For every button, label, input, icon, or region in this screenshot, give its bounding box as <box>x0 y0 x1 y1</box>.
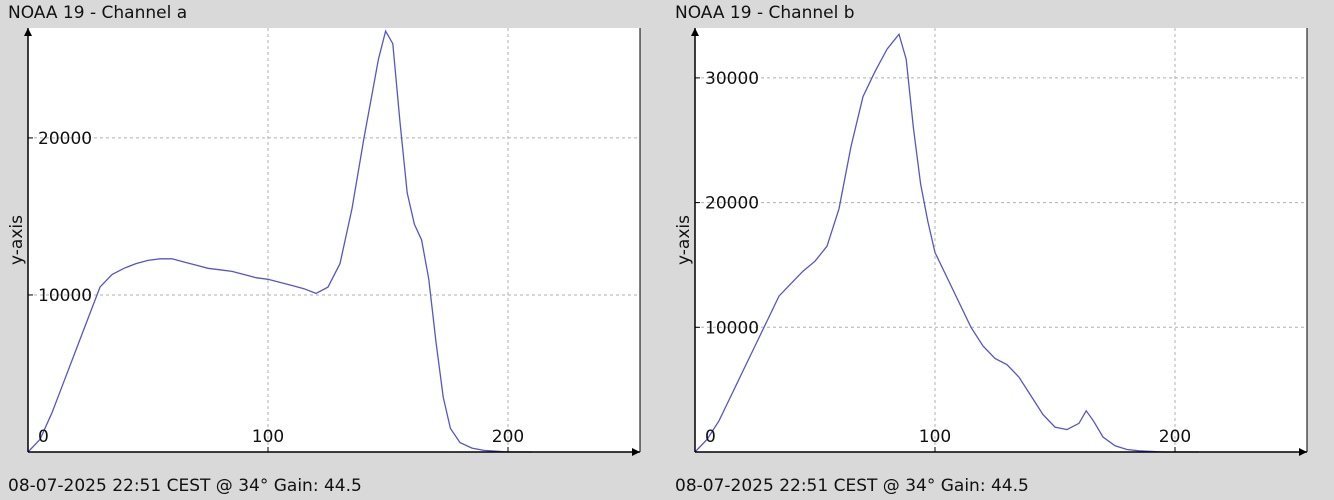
y-tick-label: 10000 <box>705 318 759 338</box>
x-axis-arrow <box>632 448 640 456</box>
chart-panel-channel-b: NOAA 19 - Channel b 0 100 200 10000 20000 300… <box>667 0 1334 500</box>
chart-svg: 0 100 200 10000 20000 30000 y-axis <box>674 28 1308 456</box>
x-tick-label: 0 <box>705 427 716 447</box>
chart-panel-channel-a: NOAA 19 - Channel a 0 100 200 10000 20000 y-a… <box>7 3 641 496</box>
y-axis-arrow <box>691 28 699 36</box>
plot-area <box>695 28 1307 452</box>
x-tick-label: 100 <box>919 427 951 447</box>
data-series-line <box>694 32 1199 453</box>
y-axis-title: y-axis <box>674 215 694 265</box>
y-tick-label: 20000 <box>38 129 92 149</box>
y-axis-arrow <box>24 28 32 36</box>
x-tick-label: 100 <box>252 427 284 447</box>
y-tick-label: 30000 <box>705 69 759 89</box>
x-axis-arrow <box>1299 448 1307 456</box>
x-tick-label: 0 <box>38 427 49 447</box>
y-axis-title: y-axis <box>7 215 27 265</box>
chart-footer-status: 08-07-2025 22:51 CEST @ 34° Gain: 44.5 <box>8 476 362 496</box>
chart-footer-status: 08-07-2025 22:51 CEST @ 34° Gain: 44.5 <box>675 476 1029 496</box>
data-series-line <box>27 29 532 453</box>
y-tick-label: 20000 <box>705 194 759 214</box>
x-tick-label: 200 <box>1159 427 1191 447</box>
chart-title: NOAA 19 - Channel a <box>8 3 188 23</box>
y-tick-label: 10000 <box>38 286 92 306</box>
chart-svg: 0 100 200 10000 20000 y-axis <box>7 28 641 456</box>
chart-title: NOAA 19 - Channel b <box>675 3 855 23</box>
x-tick-label: 200 <box>492 427 524 447</box>
plot-area <box>28 28 640 452</box>
